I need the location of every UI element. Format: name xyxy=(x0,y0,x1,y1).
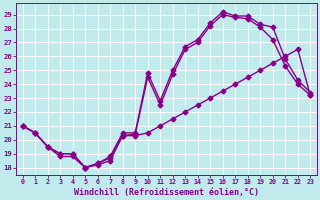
X-axis label: Windchill (Refroidissement éolien,°C): Windchill (Refroidissement éolien,°C) xyxy=(74,188,259,197)
